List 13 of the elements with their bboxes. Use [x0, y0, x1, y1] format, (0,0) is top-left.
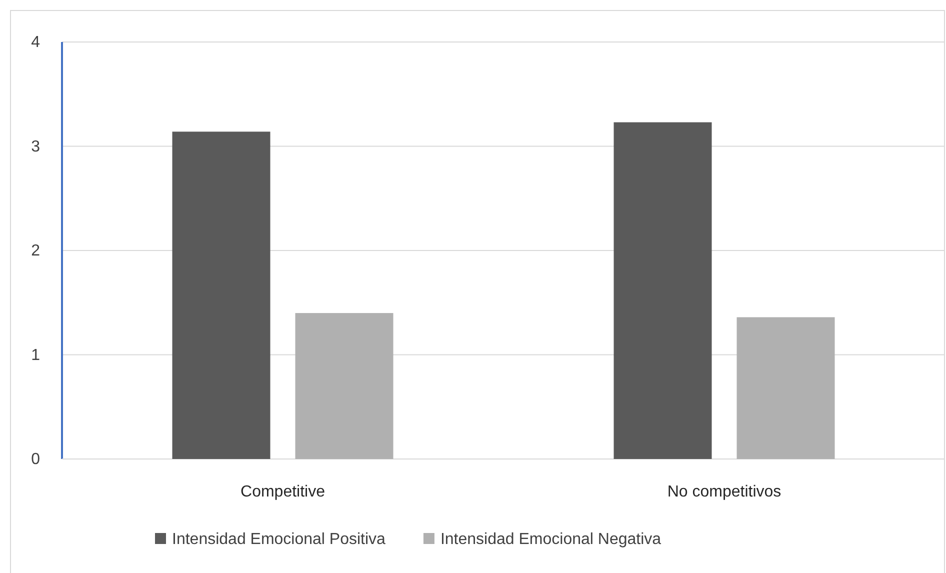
legend-label: Intensidad Emocional Negativa	[440, 531, 662, 548]
y-tick-label: 1	[31, 346, 40, 364]
x-tick-label: Competitive	[240, 483, 326, 500]
bar	[295, 313, 394, 459]
y-tick-label: 4	[31, 34, 40, 52]
y-tick-label: 2	[31, 242, 40, 260]
y-tick-label: 0	[31, 451, 40, 468]
bar	[614, 122, 712, 459]
legend-label: Intensidad Emocional Positiva	[172, 531, 386, 548]
bar	[172, 132, 270, 459]
y-tick-label: 3	[31, 138, 40, 156]
bar	[736, 317, 835, 459]
x-tick-label: No competitivos	[667, 483, 782, 500]
